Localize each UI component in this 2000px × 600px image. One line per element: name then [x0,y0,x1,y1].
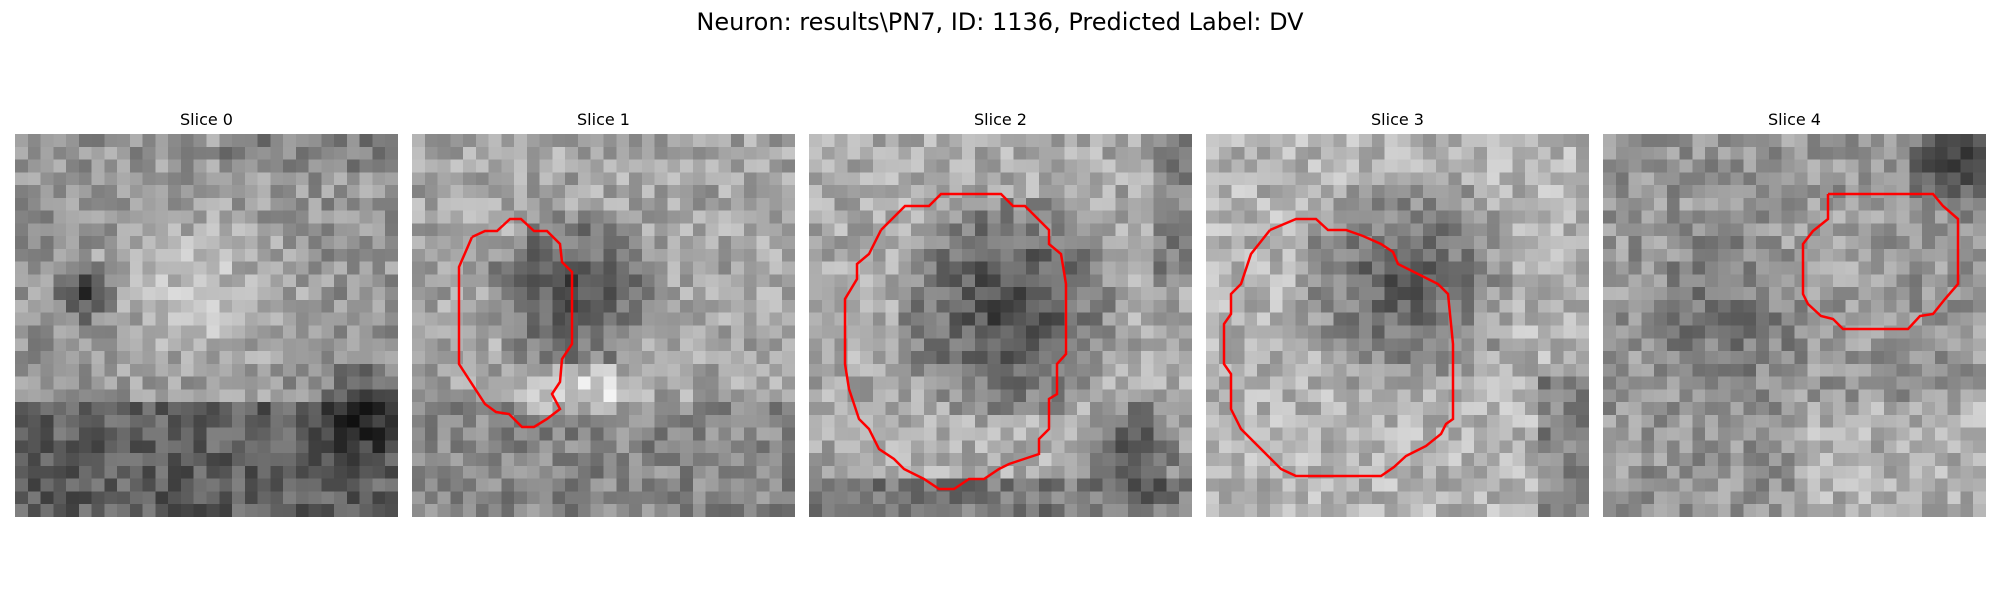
slice-1-pixels [412,134,795,517]
slice-4-contour [1801,192,1960,331]
slice-1-image [412,134,795,517]
slice-4-title: Slice 4 [1768,110,1821,129]
slice-2-image [809,134,1192,517]
figure-title: Neuron: results\PN7, ID: 1136, Predicted… [696,8,1304,36]
slice-2-title: Slice 2 [974,110,1027,129]
slice-0-pixels [15,134,398,517]
slice-2-contour [843,192,1068,491]
slice-3-image [1206,134,1589,517]
slice-3-title: Slice 3 [1371,110,1424,129]
slice-1-title: Slice 1 [577,110,630,129]
slice-3-contour [1222,217,1455,478]
slice-0-image [15,134,398,517]
slice-4-pixels [1603,134,1986,517]
slice-0-title: Slice 0 [180,110,233,129]
slice-2-pixels [809,134,1192,517]
slice-3-pixels [1206,134,1589,517]
slice-1-contour [457,217,574,429]
slice-4-image [1603,134,1986,517]
